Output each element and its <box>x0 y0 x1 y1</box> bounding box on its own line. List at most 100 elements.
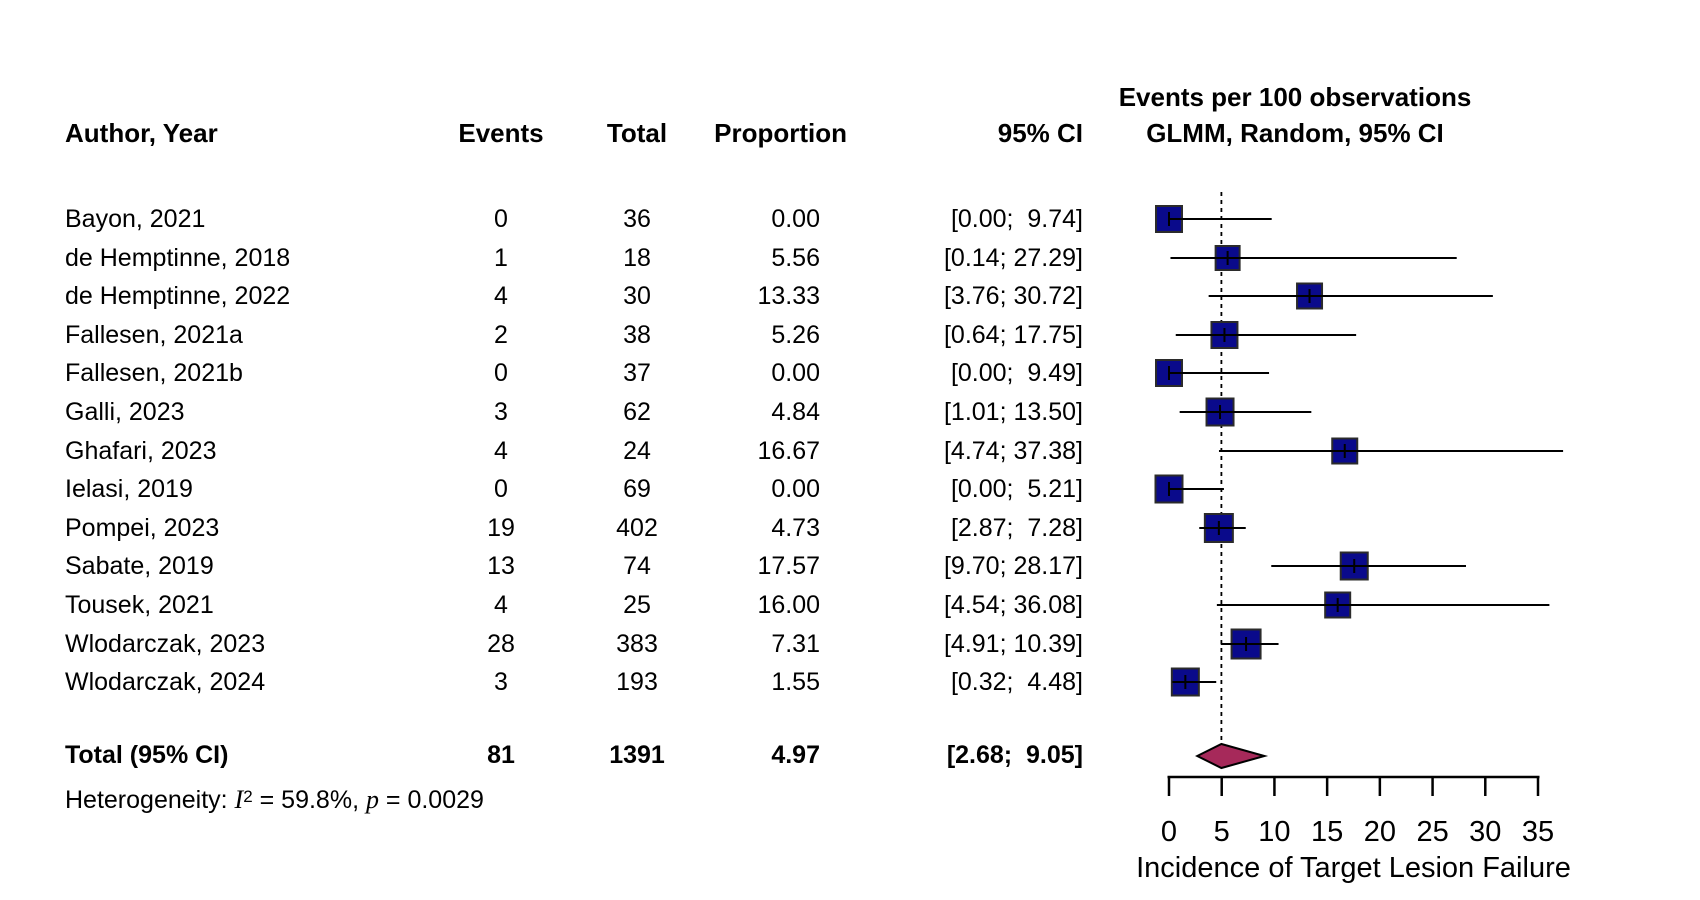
ci-cell: [0.00; 9.74] <box>950 205 1083 233</box>
table-row: Pompei, 2023 19 402 4.73 [2.87; 7.28] <box>0 509 1700 547</box>
x-axis-tick-label: 0 <box>1161 816 1177 848</box>
x-axis-tick-label: 30 <box>1469 816 1501 848</box>
proportion-cell: 17.57 <box>757 552 820 580</box>
proportion-cell: 5.56 <box>771 244 820 272</box>
events-cell: 4 <box>494 437 508 465</box>
header-total: Total <box>606 118 668 148</box>
events-cell: 2 <box>494 321 508 349</box>
proportion-cell: 16.00 <box>757 591 820 619</box>
x-axis-title: Incidence of Target Lesion Failure <box>1136 852 1571 884</box>
total-proportion: 4.97 <box>771 741 820 769</box>
proportion-cell: 7.31 <box>771 630 820 658</box>
author-cell: Wlodarczak, 2024 <box>65 668 266 696</box>
author-cell: Fallesen, 2021a <box>65 321 243 349</box>
proportion-cell: 4.73 <box>771 514 820 542</box>
total-cell: 402 <box>616 514 658 542</box>
x-axis-tick-label: 25 <box>1416 816 1448 848</box>
events-cell: 0 <box>494 475 508 503</box>
total-cell: 38 <box>623 321 651 349</box>
total-cell: 24 <box>623 437 651 465</box>
ci-cell: [0.64; 17.75] <box>943 321 1083 349</box>
table-row: Tousek, 2021 4 25 16.00 [4.54; 36.08] <box>0 586 1700 624</box>
het-end: = 0.0029 <box>378 786 484 814</box>
ci-cell: [4.74; 37.38] <box>943 437 1083 465</box>
effect-title-line2: GLMM, Random, 95% CI <box>1146 118 1444 148</box>
author-cell: Fallesen, 2021b <box>65 359 243 387</box>
author-cell: Ghafari, 2023 <box>65 437 217 465</box>
ci-cell: [4.91; 10.39] <box>943 630 1083 658</box>
ci-cell: [1.01; 13.50] <box>943 398 1083 426</box>
total-cell: 25 <box>623 591 651 619</box>
events-cell: 0 <box>494 205 508 233</box>
proportion-cell: 0.00 <box>771 475 820 503</box>
author-cell: de Hemptinne, 2018 <box>65 244 291 272</box>
total-cell: 18 <box>623 244 651 272</box>
events-cell: 4 <box>494 591 508 619</box>
author-cell: Tousek, 2021 <box>65 591 214 619</box>
table-row: Bayon, 2021 0 36 0.00 [0.00; 9.74] <box>0 200 1700 238</box>
x-axis-tick-label: 20 <box>1364 816 1396 848</box>
events-cell: 4 <box>494 282 508 310</box>
proportion-cell: 4.84 <box>771 398 820 426</box>
x-axis-tick-label: 5 <box>1214 816 1230 848</box>
het-i-sup: 2 <box>243 787 253 806</box>
table-row: Sabate, 2019 13 74 17.57 [9.70; 28.17] <box>0 547 1700 585</box>
total-events: 81 <box>487 741 515 769</box>
ci-cell: [0.00; 9.49] <box>950 359 1083 387</box>
events-cell: 3 <box>494 398 508 426</box>
events-cell: 0 <box>494 359 508 387</box>
total-cell: 37 <box>623 359 651 387</box>
author-cell: Pompei, 2023 <box>65 514 220 542</box>
total-row: Total (95% CI) 81 1391 4.97 [2.68; 9.05] <box>0 736 1700 774</box>
total-cell: 74 <box>623 552 651 580</box>
ci-cell: [2.87; 7.28] <box>950 514 1083 542</box>
table-row: Wlodarczak, 2023 28 383 7.31 [4.91; 10.39] <box>0 625 1700 663</box>
events-cell: 28 <box>487 630 515 658</box>
het-p-symbol: p <box>365 785 379 814</box>
table-row: Ielasi, 2019 0 69 0.00 [0.00; 5.21] <box>0 470 1700 508</box>
pooled-diamond <box>1195 742 1269 770</box>
ci-cell: [0.00; 5.21] <box>950 475 1083 503</box>
table-row: Fallesen, 2021a 2 38 5.26 [0.64; 17.75] <box>0 316 1700 354</box>
total-cell: 36 <box>623 205 651 233</box>
total-cell: 69 <box>623 475 651 503</box>
proportion-cell: 5.26 <box>771 321 820 349</box>
proportion-cell: 16.67 <box>757 437 820 465</box>
het-mid: = 59.8%, <box>252 786 366 814</box>
ci-cell: [0.32; 4.48] <box>950 668 1083 696</box>
header-author: Author, Year <box>65 118 218 148</box>
header-ci: 95% CI <box>997 118 1083 148</box>
table-row: Galli, 2023 3 62 4.84 [1.01; 13.50] <box>0 393 1700 431</box>
total-cell: 383 <box>616 630 658 658</box>
events-cell: 19 <box>487 514 515 542</box>
total-label: Total (95% CI) <box>65 741 229 769</box>
table-row: Fallesen, 2021b 0 37 0.00 [0.00; 9.49] <box>0 354 1700 392</box>
author-cell: Wlodarczak, 2023 <box>65 630 266 658</box>
total-ci: [2.68; 9.05] <box>946 741 1083 769</box>
author-cell: de Hemptinne, 2022 <box>65 282 291 310</box>
total-cell: 30 <box>623 282 651 310</box>
ci-cell: [3.76; 30.72] <box>943 282 1083 310</box>
author-cell: Ielasi, 2019 <box>65 475 193 503</box>
events-cell: 1 <box>494 244 508 272</box>
total-cell: 193 <box>616 668 658 696</box>
proportion-cell: 0.00 <box>771 359 820 387</box>
table-header-row: Author, Year Events Total Proportion 95%… <box>0 114 1700 152</box>
table-row: de Hemptinne, 2022 4 30 13.33 [3.76; 30.72] <box>0 277 1700 315</box>
ci-cell: [4.54; 36.08] <box>943 591 1083 619</box>
x-axis-tick-label: 10 <box>1258 816 1290 848</box>
heterogeneity-text: Heterogeneity: I2 = 59.8%, p = 0.0029 <box>65 779 484 818</box>
proportion-cell: 1.55 <box>771 668 820 696</box>
het-i-symbol: I <box>234 785 244 814</box>
table-row: Ghafari, 2023 4 24 16.67 [4.74; 37.38] <box>0 432 1700 470</box>
het-prefix: Heterogeneity: <box>65 786 235 814</box>
header-proportion: Proportion <box>714 118 847 148</box>
ci-cell: [0.14; 27.29] <box>943 244 1083 272</box>
effect-title-line1: Events per 100 observations <box>1118 82 1472 112</box>
proportion-cell: 13.33 <box>757 282 820 310</box>
total-total: 1391 <box>609 741 665 769</box>
author-cell: Bayon, 2021 <box>65 205 206 233</box>
events-cell: 13 <box>487 552 515 580</box>
